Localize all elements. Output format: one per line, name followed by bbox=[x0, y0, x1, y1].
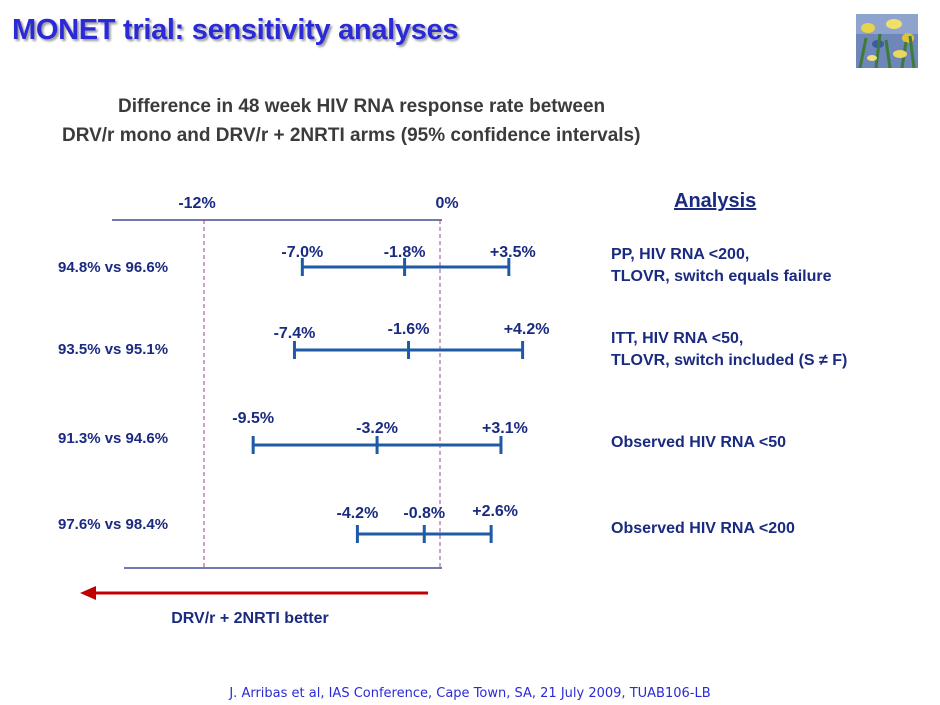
reference-label-1: -12% bbox=[178, 195, 215, 212]
subtitle-line-1: Difference in 48 week HIV RNA response r… bbox=[118, 96, 606, 117]
analysis-row-3-line-1: Observed HIV RNA <50 bbox=[611, 434, 787, 451]
point-estimate-label-3: -3.2% bbox=[356, 420, 398, 437]
point-estimate-label-4: -0.8% bbox=[403, 505, 445, 522]
ci-upper-label-1: +3.5% bbox=[490, 244, 536, 261]
reference-label-2: 0% bbox=[435, 195, 458, 212]
analysis-row-2-line-1: ITT, HIV RNA <50, bbox=[611, 330, 744, 347]
analysis-row-4-line-1: Observed HIV RNA <200 bbox=[611, 520, 795, 537]
ci-upper-label-3: +3.1% bbox=[482, 420, 528, 437]
ci-lower-label-1: -7.0% bbox=[281, 244, 323, 261]
comparison-label-1: 94.8% vs 96.6% bbox=[58, 259, 169, 276]
favour-arrow-label: DRV/r + 2NRTI better bbox=[171, 610, 329, 627]
slide-title: MONET trial: sensitivity analyses bbox=[12, 14, 459, 46]
ci-lower-label-4: -4.2% bbox=[337, 505, 379, 522]
analysis-row-1-line-2: TLOVR, switch equals failure bbox=[611, 268, 832, 285]
footnote: J. Arribas et al, IAS Conference, Cape T… bbox=[229, 686, 711, 701]
subtitle-line-2: DRV/r mono and DRV/r + 2NRTI arms (95% c… bbox=[62, 125, 641, 146]
point-estimate-label-1: -1.8% bbox=[384, 244, 426, 261]
analysis-row-2: ITT, HIV RNA <50, TLOVR, switch included… bbox=[611, 328, 847, 372]
irises-painting-thumbnail-icon bbox=[856, 14, 918, 68]
comparison-label-4: 97.6% vs 98.4% bbox=[58, 516, 169, 533]
favour-arrow-head bbox=[80, 586, 96, 600]
ci-lower-label-3: -9.5% bbox=[232, 410, 274, 427]
analysis-row-4: Observed HIV RNA <200 bbox=[611, 518, 795, 540]
comparison-label-2: 93.5% vs 95.1% bbox=[58, 341, 169, 358]
analysis-row-1: PP, HIV RNA <200, TLOVR, switch equals f… bbox=[611, 244, 832, 288]
ci-upper-label-2: +4.2% bbox=[504, 321, 550, 338]
analysis-row-3: Observed HIV RNA <50 bbox=[611, 432, 786, 454]
point-estimate-label-2: -1.6% bbox=[388, 321, 430, 338]
ci-upper-label-4: +2.6% bbox=[472, 503, 518, 520]
analysis-heading: Analysis bbox=[674, 190, 757, 212]
analysis-row-1-line-1: PP, HIV RNA <200, bbox=[611, 246, 750, 263]
comparison-label-3: 91.3% vs 94.6% bbox=[58, 430, 169, 447]
analysis-row-2-line-2: TLOVR, switch included (S ≠ F) bbox=[611, 352, 848, 369]
ci-lower-label-2: -7.4% bbox=[274, 325, 316, 342]
